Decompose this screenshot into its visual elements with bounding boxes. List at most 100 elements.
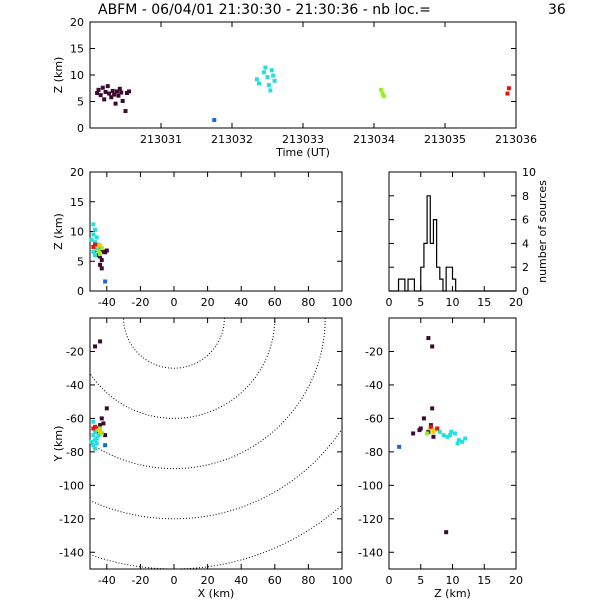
data-point [421,416,426,421]
time-panel: 213031 213032 213033 213034 213035 213036 0 5 10… [52,16,537,159]
data-point [94,235,99,240]
data-point [93,227,98,232]
x-tick-label: 0 [386,574,393,587]
zy-panel: 0 5 10 15 20 -20 -40 -60 -80 -100 -120 -140 Z (km) [358,317,523,600]
data-point [112,92,117,97]
data-point [456,438,461,443]
data-point [256,81,261,86]
y-tick-label: 20 [70,16,84,29]
data-point [103,433,108,438]
data-point [460,439,465,444]
data-series [103,443,108,448]
y-tick-label: 5 [77,96,84,109]
plot-frame [388,317,517,570]
data-point [93,429,98,434]
x-tick-label: 5 [417,296,424,309]
plot-frame [89,21,517,129]
data-point [107,91,112,96]
x-tick-label: 213031 [140,133,182,146]
data-point [91,222,96,227]
data-series [103,279,108,284]
y-tick-label: 10 [522,166,536,179]
y-tick-label: 0 [77,122,84,135]
data-series [96,246,104,257]
data-point [98,93,103,98]
data-point [426,336,431,341]
data-series [98,243,103,248]
data-point [104,248,109,253]
x-tick-label: 213033 [282,133,324,146]
data-point [380,91,385,96]
x-tick-label: 20 [201,574,215,587]
x-tick-label: 100 [332,296,353,309]
data-series [437,429,468,446]
y-tick-label: -120 [358,513,383,526]
y-tick-label: -20 [66,345,84,358]
y-tick-label: 15 [70,43,84,56]
x-tick-label: -20 [131,296,149,309]
data-point [437,429,442,434]
data-point [455,441,460,446]
x-tick-label: 80 [301,296,315,309]
chart-title: ABFM - 06/04/01 21:30:30 - 21:30:36 - nb… [0,2,600,22]
x-tick-label: 40 [234,574,248,587]
data-point [93,424,98,429]
x-tick-label: 0 [171,296,178,309]
data-series [98,429,103,434]
y-tick-label: -120 [59,513,84,526]
x-axis-label: X (km) [198,587,235,600]
data-series [93,339,109,438]
y-tick-label: 8 [522,190,529,203]
data-point [91,232,96,237]
xy-panel: -40 -20 0 20 40 60 80 100 -20 -40 -60 -80 -100 -120 -1… [52,317,353,600]
y-tick-label: 0 [77,285,84,298]
data-point [103,443,108,448]
data-point [506,86,511,91]
data-point [268,88,273,93]
data-point [93,240,98,245]
data-point [271,73,276,78]
data-point [269,68,274,73]
x-tick-label: 20 [509,574,523,587]
x-tick-label: 80 [301,574,315,587]
data-point [103,89,108,94]
data-point [96,87,101,92]
data-point [463,436,468,441]
data-point [381,94,386,99]
data-point [212,118,217,123]
y-tick-label: 0 [522,285,529,298]
y-tick-label: -40 [66,379,84,392]
data-series [431,429,436,434]
data-point [116,93,121,98]
data-point [272,78,277,83]
data-point [99,266,104,271]
data-point [91,244,96,249]
location-count: 36 [548,2,566,18]
data-point [104,406,109,411]
data-series [91,424,98,431]
data-series [254,65,277,93]
y-tick-label: 10 [70,69,84,82]
data-point [261,70,266,75]
data-point [449,429,454,434]
data-point [101,249,106,254]
x-axis-label: Z (km) [434,587,471,600]
range-circles [90,318,342,569]
data-point [98,262,103,267]
data-point [93,446,98,451]
data-point [91,443,96,448]
y-tick-label: -140 [59,546,84,559]
data-series [428,424,440,431]
data-point [98,429,103,434]
data-point [93,438,98,443]
data-point [96,433,101,438]
x-tick-label: 213036 [495,133,537,146]
data-point [93,253,98,258]
y-tick-label: 15 [70,196,84,209]
y-axis-label: number of sources [536,180,549,283]
x-tick-label: -20 [131,574,149,587]
data-point [123,109,128,114]
x-tick-label: -40 [98,296,116,309]
data-series [89,419,101,451]
